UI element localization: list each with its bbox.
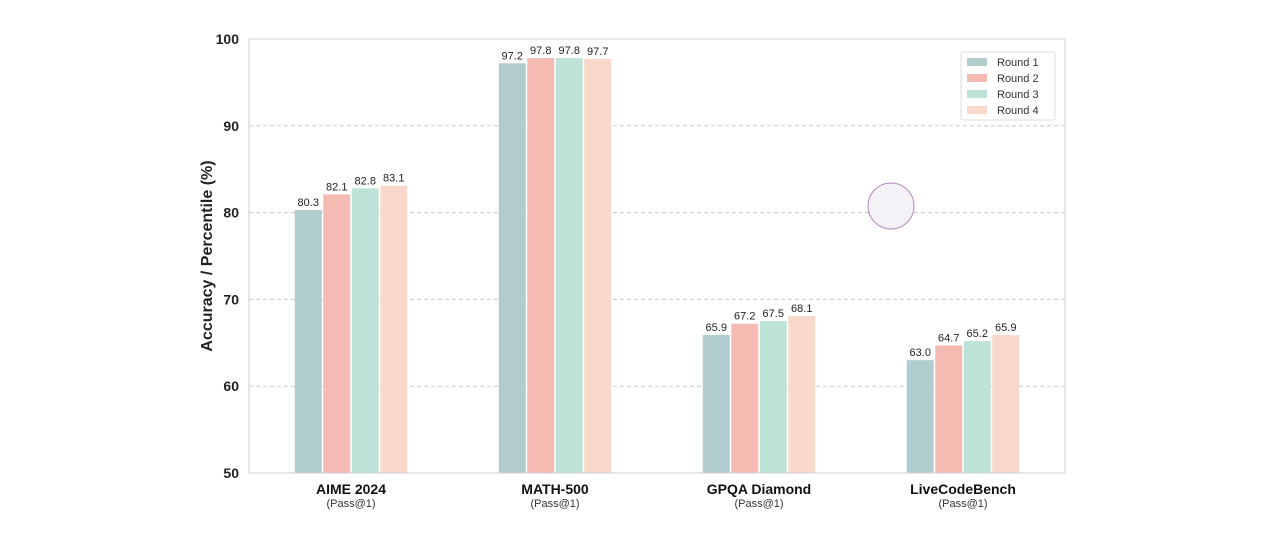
- legend-swatch: [967, 106, 987, 114]
- bar-value-label: 65.9: [706, 322, 727, 334]
- bar-round-1: [702, 334, 730, 473]
- bar-round-3: [963, 341, 991, 473]
- legend: Round 1 Round 2 Round 3 Round 4: [960, 51, 1056, 121]
- bar-round-2: [527, 58, 555, 473]
- y-tick-label: 60: [223, 378, 239, 394]
- x-category-label: LiveCodeBench: [910, 481, 1016, 497]
- bar-round-1: [294, 209, 322, 473]
- bar-value-label: 67.2: [734, 311, 755, 323]
- bar-value-label: 82.8: [355, 175, 376, 187]
- bar-round-4: [992, 334, 1020, 473]
- bar-value-label: 64.7: [938, 332, 959, 344]
- bar-value-label: 97.2: [502, 50, 523, 62]
- bar-round-1: [498, 63, 526, 473]
- x-axis-labels: AIME 2024(Pass@1)MATH-500(Pass@1)GPQA Di…: [316, 481, 1016, 510]
- bar-value-label: 83.1: [383, 173, 404, 185]
- bar-value-label: 67.5: [763, 308, 784, 320]
- bar-round-1: [906, 360, 934, 473]
- bar-round-4: [788, 315, 816, 473]
- y-tick-label: 100: [216, 31, 240, 47]
- legend-label: Round 1: [997, 57, 1039, 69]
- x-category-label: MATH-500: [521, 481, 589, 497]
- legend-swatch: [967, 58, 987, 66]
- legend-swatch: [967, 74, 987, 82]
- legend-swatch: [967, 90, 987, 98]
- bar-round-3: [555, 58, 583, 473]
- bar-round-2: [935, 345, 963, 473]
- x-category-sublabel: (Pass@1): [530, 498, 579, 510]
- bar-round-2: [731, 323, 759, 473]
- x-category-label: AIME 2024: [316, 481, 386, 497]
- bar-round-4: [380, 185, 408, 473]
- bar-round-3: [351, 188, 379, 473]
- legend-label: Round 4: [997, 105, 1039, 117]
- x-category-sublabel: (Pass@1): [938, 498, 987, 510]
- bar-value-label: 80.3: [298, 197, 319, 209]
- bar-round-4: [584, 58, 612, 474]
- legend-label: Round 2: [997, 73, 1039, 85]
- y-tick-label: 90: [223, 118, 239, 134]
- legend-label: Round 3: [997, 89, 1039, 101]
- bar-value-label: 97.7: [587, 46, 608, 58]
- bar-value-label: 65.9: [995, 322, 1016, 334]
- bar-value-label: 97.8: [559, 45, 580, 57]
- bar-round-2: [323, 194, 351, 473]
- y-axis-ticks: 50 60 70 80 90 100: [216, 31, 240, 481]
- x-category-sublabel: (Pass@1): [326, 498, 375, 510]
- plot-frame: [248, 38, 1066, 474]
- bar-value-label: 65.2: [967, 328, 988, 340]
- x-category-sublabel: (Pass@1): [734, 498, 783, 510]
- bar-round-3: [759, 321, 787, 473]
- bar-value-label: 97.8: [530, 45, 551, 57]
- bars: [294, 58, 1020, 474]
- legend-box: [960, 51, 1056, 121]
- x-category-label: GPQA Diamond: [707, 481, 812, 497]
- value-labels: 80.3 82.1 82.8 83.1 97.2 97.8 97.8 97.7 65.9 67.2…: [298, 45, 1017, 359]
- bar-value-label: 82.1: [326, 181, 347, 193]
- y-tick-label: 80: [223, 205, 239, 221]
- y-tick-label: 50: [223, 465, 239, 481]
- bar-value-label: 63.0: [910, 347, 931, 359]
- y-tick-label: 70: [223, 291, 239, 307]
- y-axis-title: Accuracy / Percentile (%): [199, 160, 216, 351]
- bar-value-label: 68.1: [791, 303, 812, 315]
- cursor-indicator: [867, 182, 915, 230]
